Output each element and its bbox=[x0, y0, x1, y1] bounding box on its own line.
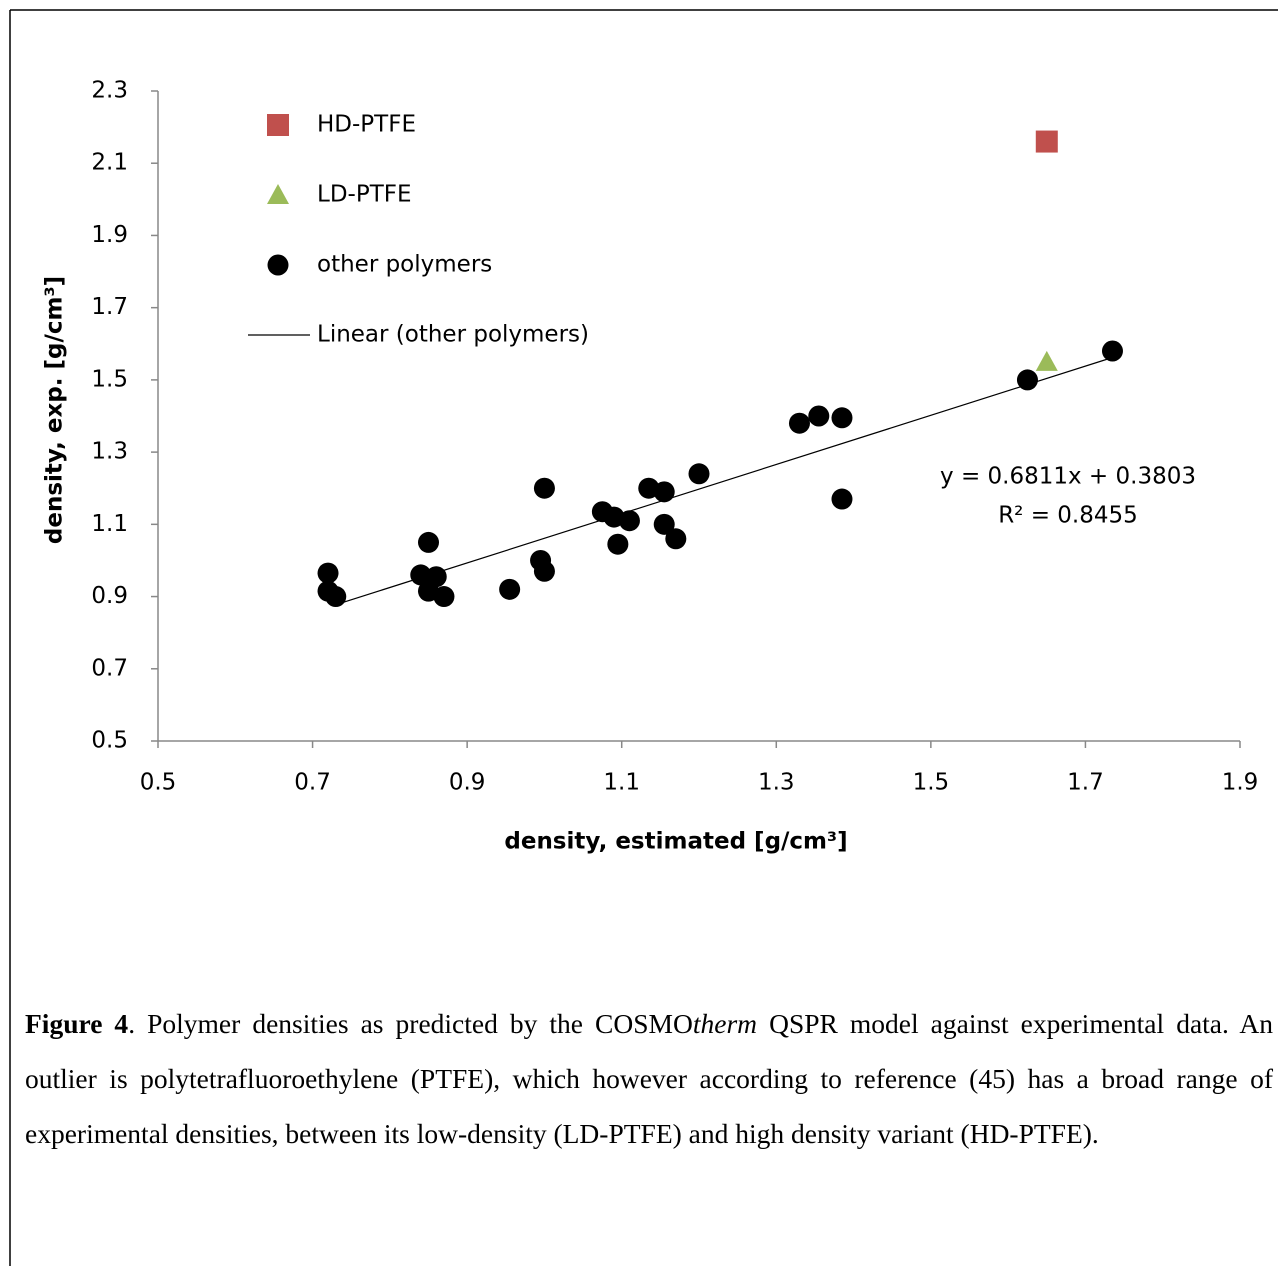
x-axis-title: density, estimated [g/cm³] bbox=[504, 829, 847, 855]
trendline bbox=[331, 356, 1113, 607]
y-tick-label: 1.1 bbox=[91, 511, 128, 537]
point bbox=[533, 560, 555, 582]
point bbox=[831, 407, 853, 429]
caption-label: Figure 4 bbox=[25, 1008, 129, 1039]
point bbox=[317, 562, 339, 584]
point bbox=[688, 463, 710, 485]
point bbox=[788, 412, 810, 434]
y-tick-label: 0.9 bbox=[91, 583, 128, 609]
y-tick-label: 1.3 bbox=[91, 439, 128, 465]
point bbox=[1016, 369, 1038, 391]
r-squared: R² = 0.8455 bbox=[998, 503, 1138, 529]
point bbox=[1101, 340, 1123, 362]
point bbox=[1035, 130, 1058, 153]
caption-text: QSPR model against experimental data. An… bbox=[25, 1008, 1274, 1149]
y-tick-label: 1.7 bbox=[91, 294, 128, 320]
point bbox=[1035, 350, 1058, 371]
legend-label: LD-PTFE bbox=[317, 182, 412, 208]
x-tick-label: 1.9 bbox=[1222, 770, 1259, 796]
caption: Figure 4. Polymer densities as predicted… bbox=[25, 996, 1273, 1161]
x-tick-label: 0.7 bbox=[294, 770, 331, 796]
legend-marker bbox=[267, 184, 289, 204]
point bbox=[533, 477, 555, 499]
x-tick-label: 1.7 bbox=[1067, 770, 1104, 796]
x-tick-label: 1.3 bbox=[758, 770, 795, 796]
y-tick-label: 0.7 bbox=[91, 655, 128, 681]
point bbox=[653, 513, 675, 535]
legend-marker bbox=[267, 254, 289, 276]
x-tick-label: 0.9 bbox=[449, 770, 486, 796]
point bbox=[499, 578, 521, 600]
point bbox=[410, 564, 432, 586]
point bbox=[325, 586, 347, 608]
y-tick-label: 1.9 bbox=[91, 222, 128, 248]
caption-italic: therm bbox=[692, 1008, 758, 1039]
point bbox=[831, 488, 853, 510]
point bbox=[808, 405, 830, 427]
point bbox=[607, 533, 629, 555]
point bbox=[425, 566, 447, 588]
legend-label: other polymers bbox=[317, 252, 492, 278]
point bbox=[653, 481, 675, 503]
x-tick-label: 1.5 bbox=[913, 770, 950, 796]
point bbox=[418, 531, 439, 553]
x-tick-label: 1.1 bbox=[603, 770, 640, 796]
y-tick-label: 2.1 bbox=[91, 150, 128, 176]
y-axis-title: density, exp. [g/cm³] bbox=[42, 276, 68, 544]
y-tick-label: 2.3 bbox=[91, 78, 128, 104]
legend-label: HD-PTFE bbox=[317, 112, 416, 138]
point bbox=[665, 528, 687, 550]
point bbox=[618, 510, 640, 532]
legend-marker bbox=[267, 114, 289, 136]
equation: y = 0.6811x + 0.3803 bbox=[940, 464, 1196, 490]
x-tick-label: 0.5 bbox=[140, 770, 177, 796]
y-tick-label: 0.5 bbox=[91, 728, 128, 754]
caption-text: . Polymer densities as predicted by the … bbox=[128, 1008, 693, 1039]
legend-label: Linear (other polymers) bbox=[317, 322, 589, 348]
point bbox=[433, 586, 455, 608]
y-tick-label: 1.5 bbox=[91, 366, 128, 392]
